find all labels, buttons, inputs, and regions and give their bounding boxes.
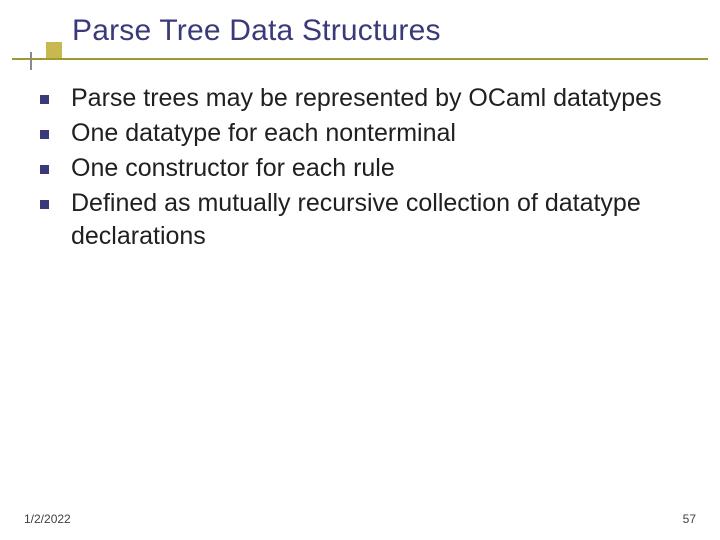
footer-page-number: 57 bbox=[683, 512, 696, 526]
title-ornament bbox=[12, 42, 66, 70]
list-item: Defined as mutually recursive collection… bbox=[40, 187, 696, 253]
bullet-text: One datatype for each nonterminal bbox=[71, 117, 456, 150]
bullet-square-icon bbox=[40, 130, 49, 139]
ornament-line-vertical bbox=[30, 52, 32, 70]
ornament-line-long bbox=[68, 58, 708, 60]
bullet-text: One constructor for each rule bbox=[71, 152, 395, 185]
slide: Parse Tree Data Structures Parse trees m… bbox=[0, 0, 720, 540]
footer-date: 1/2/2022 bbox=[24, 512, 71, 526]
list-item: Parse trees may be represented by OCaml … bbox=[40, 82, 696, 115]
bullet-text: Defined as mutually recursive collection… bbox=[71, 187, 696, 253]
bullet-square-icon bbox=[40, 200, 49, 209]
bullet-square-icon bbox=[40, 95, 49, 104]
ornament-square-icon bbox=[46, 42, 62, 58]
ornament-line-short bbox=[12, 58, 70, 60]
bullet-text: Parse trees may be represented by OCaml … bbox=[71, 82, 662, 115]
list-item: One constructor for each rule bbox=[40, 152, 696, 185]
slide-title: Parse Tree Data Structures bbox=[0, 14, 720, 48]
list-item: One datatype for each nonterminal bbox=[40, 117, 696, 150]
bullet-square-icon bbox=[40, 165, 49, 174]
title-area: Parse Tree Data Structures bbox=[0, 14, 720, 48]
content-area: Parse trees may be represented by OCaml … bbox=[40, 82, 696, 255]
